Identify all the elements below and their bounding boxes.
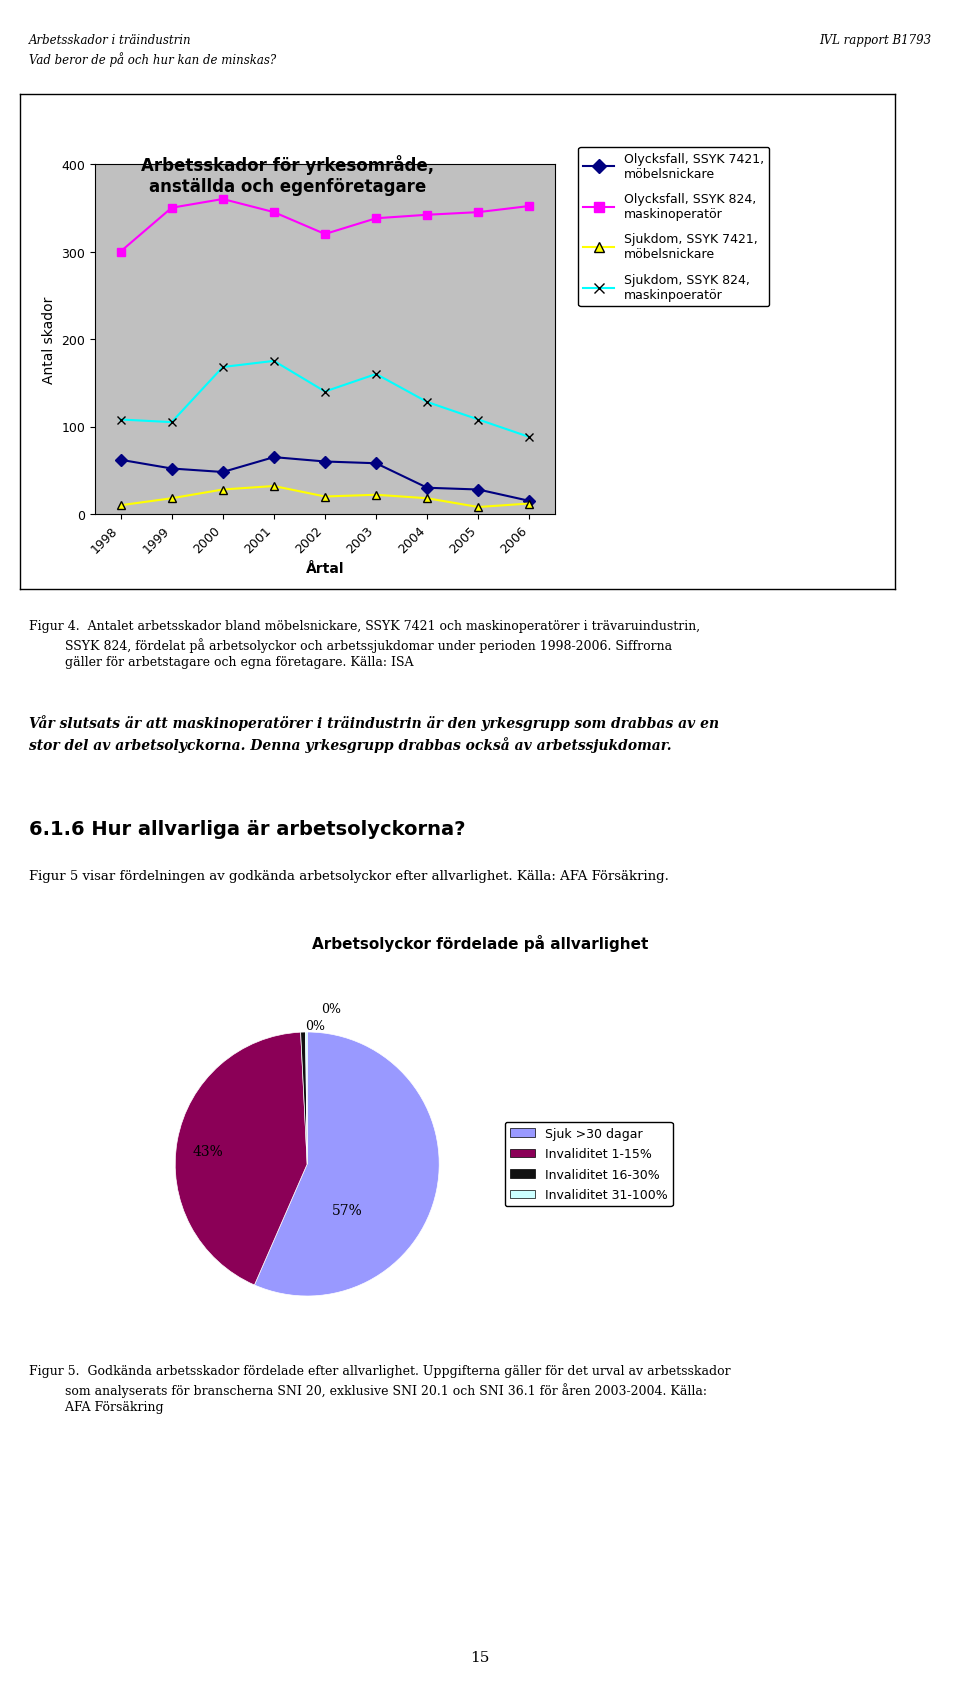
Text: AFA Försäkring: AFA Försäkring xyxy=(29,1401,163,1413)
Text: Arbetsolyckor fördelade på allvarlighet: Arbetsolyckor fördelade på allvarlighet xyxy=(312,934,648,951)
Text: 0%: 0% xyxy=(321,1002,341,1015)
Text: Figur 5 visar fördelningen av godkända arbetsolyckor efter allvarlighet. Källa: : Figur 5 visar fördelningen av godkända a… xyxy=(29,869,669,883)
Text: Figur 5.  Godkända arbetsskador fördelade efter allvarlighet. Uppgifterna gäller: Figur 5. Godkända arbetsskador fördelade… xyxy=(29,1363,731,1377)
Wedge shape xyxy=(176,1032,307,1285)
Text: IVL rapport B1793: IVL rapport B1793 xyxy=(819,34,931,48)
Legend: Sjuk >30 dagar, Invaliditet 1-15%, Invaliditet 16-30%, Invaliditet 31-100%: Sjuk >30 dagar, Invaliditet 1-15%, Inval… xyxy=(505,1122,673,1207)
Legend: Olycksfall, SSYK 7421,
möbelsnickare, Olycksfall, SSYK 824,
maskinoperatör, Sjuk: Olycksfall, SSYK 7421, möbelsnickare, Ol… xyxy=(578,148,769,307)
Text: Vår slutsats är att maskinoperatörer i träindustrin är den yrkesgrupp som drabba: Vår slutsats är att maskinoperatörer i t… xyxy=(29,715,719,752)
Wedge shape xyxy=(254,1032,439,1296)
Text: Arbetsskador i träindustrin
Vad beror de på och hur kan de minskas?: Arbetsskador i träindustrin Vad beror de… xyxy=(29,34,276,66)
Text: 0%: 0% xyxy=(305,1019,325,1032)
Text: 6.1.6 Hur allvarliga är arbetsolyckorna?: 6.1.6 Hur allvarliga är arbetsolyckorna? xyxy=(29,820,466,839)
Text: som analyserats för branscherna SNI 20, exklusive SNI 20.1 och SNI 36.1 för åren: som analyserats för branscherna SNI 20, … xyxy=(29,1382,707,1397)
Text: 15: 15 xyxy=(470,1650,490,1664)
Text: 57%: 57% xyxy=(331,1204,362,1217)
Text: SSYK 824, fördelat på arbetsolyckor och arbetssjukdomar under perioden 1998-2006: SSYK 824, fördelat på arbetsolyckor och … xyxy=(29,638,672,652)
Y-axis label: Antal skador: Antal skador xyxy=(42,295,56,384)
Text: gäller för arbetstagare och egna företagare. Källa: ISA: gäller för arbetstagare och egna företag… xyxy=(29,655,414,669)
Text: Figur 4.  Antalet arbetsskador bland möbelsnickare, SSYK 7421 och maskinoperatör: Figur 4. Antalet arbetsskador bland möbe… xyxy=(29,620,700,633)
Text: 43%: 43% xyxy=(193,1144,224,1158)
Wedge shape xyxy=(305,1032,307,1165)
Text: Arbetsskador för yrkesområde,
anställda och egenföretagare: Arbetsskador för yrkesområde, anställda … xyxy=(141,155,435,195)
X-axis label: Årtal: Årtal xyxy=(305,562,345,576)
Wedge shape xyxy=(300,1032,307,1165)
